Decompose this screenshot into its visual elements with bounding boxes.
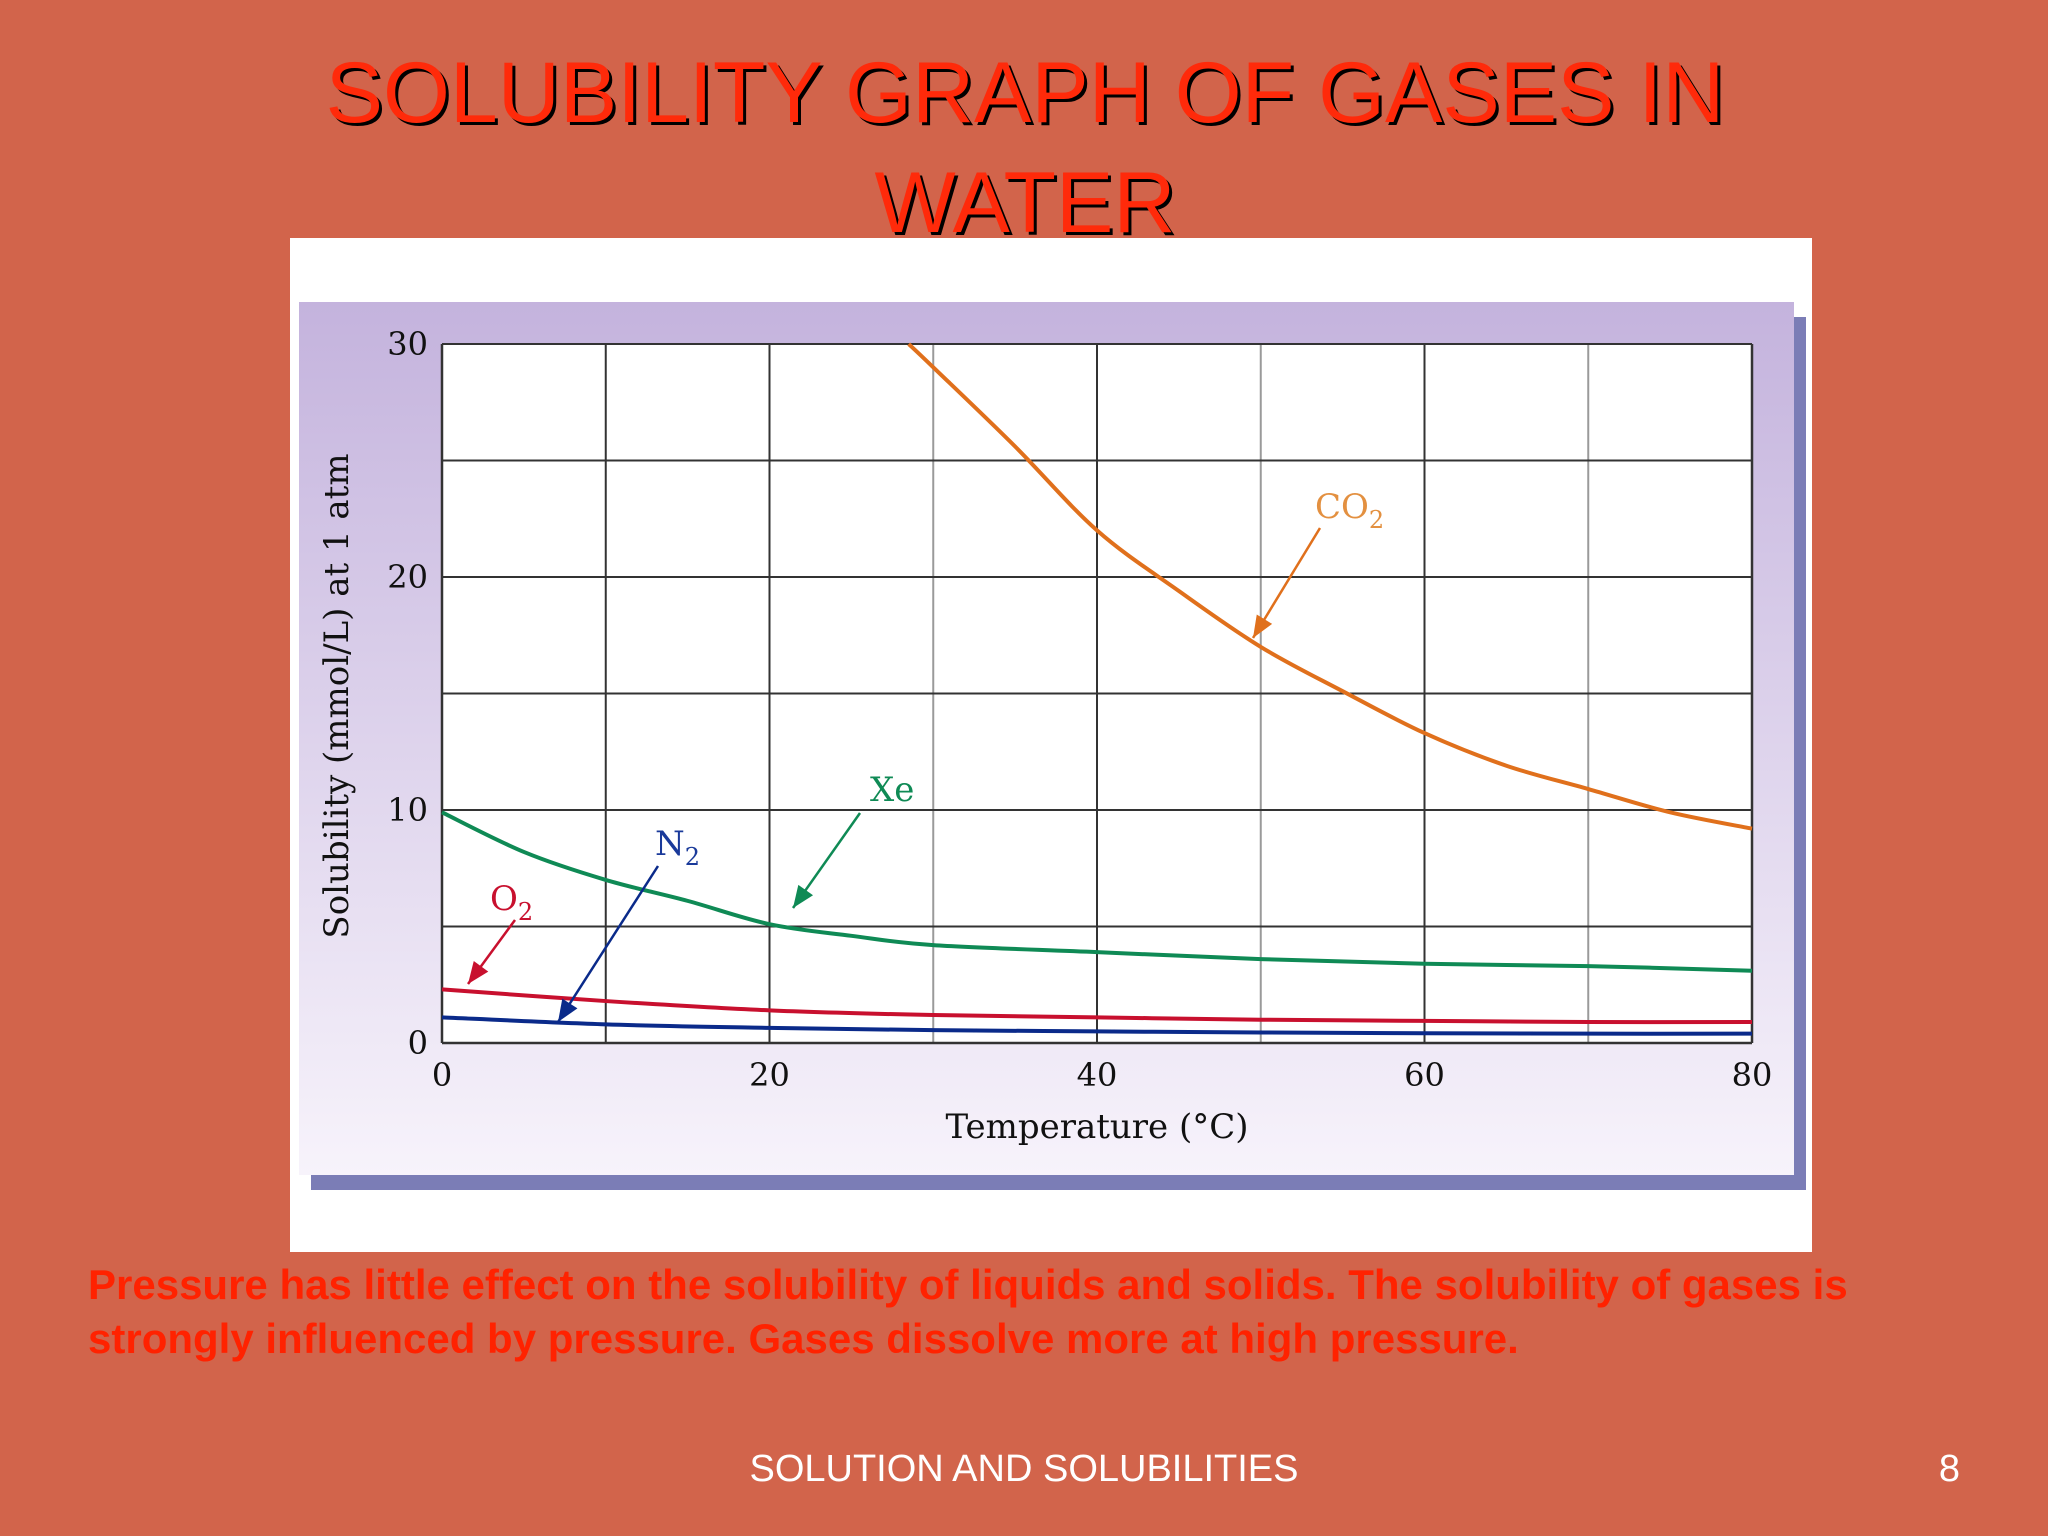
page-number: 8: [1938, 1448, 1960, 1490]
annotation-arrowhead: [558, 998, 578, 1022]
caption-line2: strongly influenced by pressure. Gases d…: [88, 1315, 1519, 1362]
series-line-o2: [441, 987, 1753, 1025]
y-tick-label: 30: [387, 325, 428, 363]
series-line-xe: [441, 810, 1753, 973]
series-line-n2: [441, 1015, 1753, 1036]
annotation-arrowhead: [1253, 614, 1273, 638]
slide-title: SOLUBILITY GRAPH OF GASES IN WATER: [230, 38, 1820, 258]
footer-title: SOLUTION AND SOLUBILITIES: [749, 1448, 1299, 1490]
annotation-arrowhead: [793, 884, 814, 908]
x-axis-title: Temperature (°C): [945, 1107, 1248, 1147]
chart-card: CO2 Xe O2 N2 0 20 40 60 80 0 10 20 30 Temperature (…: [290, 238, 1812, 1252]
annotation-arrow-line: [556, 865, 660, 1023]
annotation-co2: CO2: [1251, 487, 1384, 639]
grid: [440, 343, 1754, 1045]
y-tick-label: 20: [387, 558, 428, 596]
y-axis-title: Solubility (mmol/L) at 1 atm: [317, 453, 357, 938]
y-tick-label: 10: [387, 791, 428, 829]
series-lines: [441, 342, 1753, 1036]
annotation-arrowhead: [468, 960, 489, 984]
y-tick-label: 0: [408, 1024, 428, 1062]
slide-title-line1: SOLUBILITY GRAPH OF GASES IN: [325, 45, 1725, 141]
x-tick-label: 40: [1077, 1056, 1118, 1094]
x-tick-label: 80: [1732, 1056, 1773, 1094]
x-tick-label: 0: [432, 1056, 452, 1094]
annotation-xe: Xe: [791, 770, 914, 909]
caption-line1: Pressure has little effect on the solubi…: [88, 1261, 1848, 1308]
caption: Pressure has little effect on the solubi…: [88, 1258, 2008, 1366]
series-line-co2: [907, 342, 1753, 831]
series-label: Xe: [870, 770, 914, 810]
tick-labels: 0 20 40 60 80 0 10 20 30: [387, 325, 1772, 1094]
x-tick-label: 60: [1404, 1056, 1445, 1094]
x-tick-label: 20: [749, 1056, 790, 1094]
slide-title-line2: WATER: [874, 155, 1176, 251]
series-label: CO2: [1315, 487, 1384, 534]
